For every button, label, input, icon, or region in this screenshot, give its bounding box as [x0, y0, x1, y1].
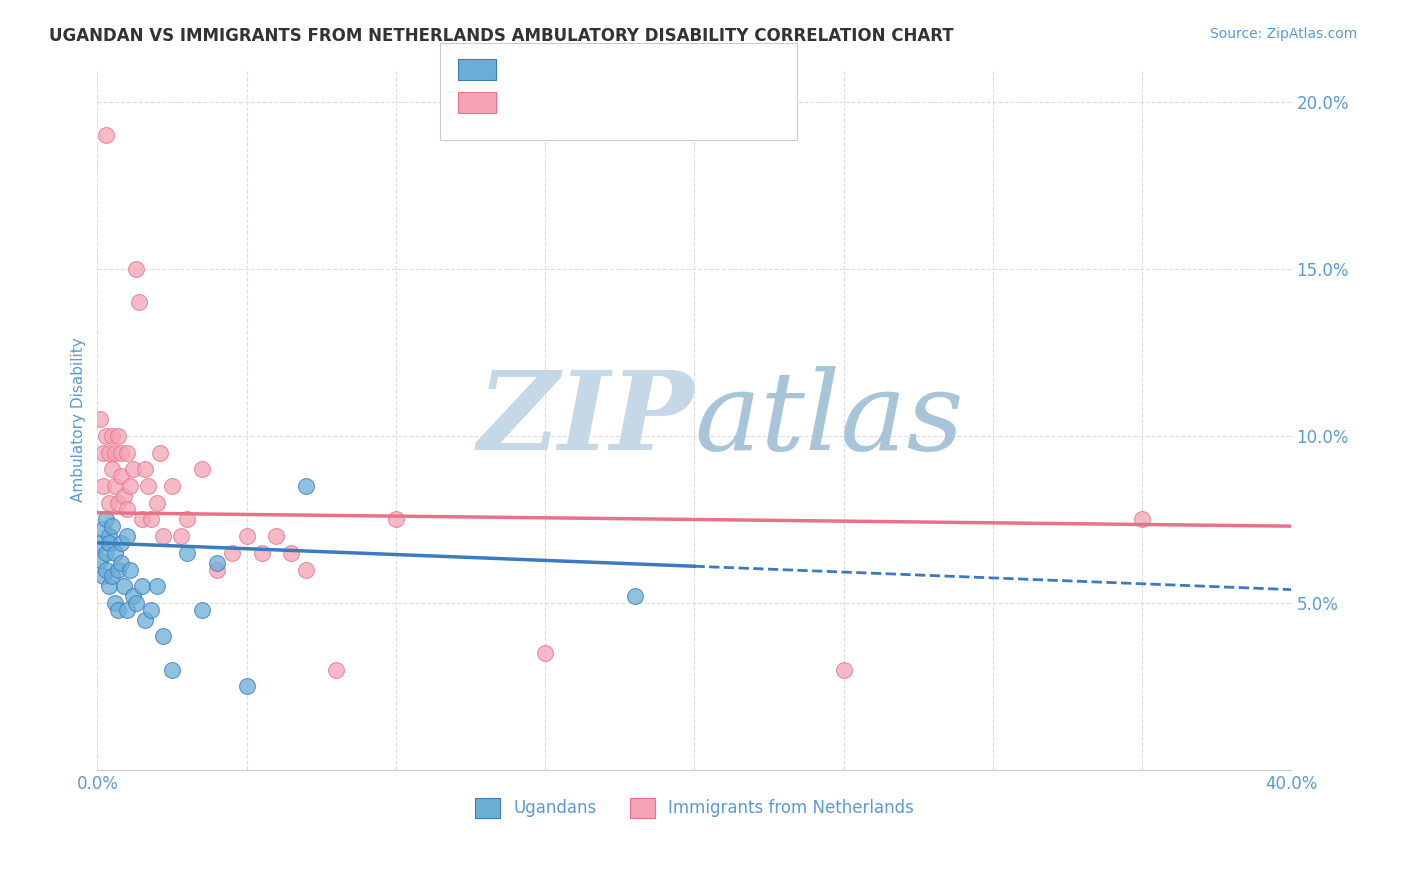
Point	[89, 552, 111, 566]
Point	[101, 519, 124, 533]
Point	[136, 479, 159, 493]
Point	[120, 479, 142, 493]
Text: Source: ZipAtlas.com: Source: ZipAtlas.com	[1209, 27, 1357, 41]
Point	[534, 646, 557, 660]
Text: R =  -0.011   N = 45: R = -0.011 N = 45	[506, 94, 675, 112]
Point	[325, 663, 347, 677]
Point	[104, 479, 127, 493]
Point	[115, 529, 138, 543]
Point	[280, 546, 302, 560]
Point	[89, 412, 111, 426]
Point	[96, 429, 118, 443]
Point	[149, 445, 172, 459]
Point	[139, 602, 162, 616]
Point	[98, 529, 121, 543]
Point	[191, 602, 214, 616]
Point	[107, 602, 129, 616]
Point	[152, 529, 174, 543]
Point	[96, 546, 118, 560]
Point	[98, 579, 121, 593]
Point	[146, 496, 169, 510]
Point	[120, 563, 142, 577]
Point	[96, 563, 118, 577]
Point	[107, 563, 129, 577]
Point	[623, 589, 645, 603]
Point	[110, 469, 132, 483]
Point	[205, 556, 228, 570]
Point	[146, 579, 169, 593]
Point	[104, 546, 127, 560]
Point	[385, 512, 408, 526]
Point	[134, 462, 156, 476]
Point	[98, 536, 121, 550]
Legend: Ugandans, Immigrants from Netherlands: Ugandans, Immigrants from Netherlands	[468, 791, 921, 825]
Point	[89, 536, 111, 550]
Point	[125, 596, 148, 610]
Point	[131, 579, 153, 593]
Point	[139, 512, 162, 526]
Point	[221, 546, 243, 560]
Point	[128, 295, 150, 310]
Point	[104, 596, 127, 610]
Point	[122, 589, 145, 603]
Point	[91, 523, 114, 537]
Point	[98, 496, 121, 510]
Point	[176, 546, 198, 560]
Point	[125, 262, 148, 277]
Point	[96, 512, 118, 526]
Point	[112, 579, 135, 593]
Point	[152, 629, 174, 643]
Point	[110, 445, 132, 459]
Point	[191, 462, 214, 476]
Point	[91, 479, 114, 493]
Point	[110, 556, 132, 570]
Point	[107, 429, 129, 443]
Text: R =  -0.026   N = 36: R = -0.026 N = 36	[506, 61, 675, 78]
Point	[295, 479, 318, 493]
Point	[101, 462, 124, 476]
Point	[235, 680, 257, 694]
Point	[101, 569, 124, 583]
Point	[295, 563, 318, 577]
Text: ZIP: ZIP	[478, 366, 695, 473]
Point	[104, 445, 127, 459]
Point	[91, 445, 114, 459]
Point	[122, 462, 145, 476]
Point	[1130, 512, 1153, 526]
Point	[176, 512, 198, 526]
Point	[112, 489, 135, 503]
Point	[91, 569, 114, 583]
Point	[235, 529, 257, 543]
Text: atlas: atlas	[695, 366, 965, 473]
Point	[170, 529, 193, 543]
Y-axis label: Ambulatory Disability: Ambulatory Disability	[72, 337, 86, 501]
Point	[832, 663, 855, 677]
Point	[266, 529, 288, 543]
Text: UGANDAN VS IMMIGRANTS FROM NETHERLANDS AMBULATORY DISABILITY CORRELATION CHART: UGANDAN VS IMMIGRANTS FROM NETHERLANDS A…	[49, 27, 953, 45]
Point	[115, 602, 138, 616]
Point	[160, 663, 183, 677]
Point	[101, 429, 124, 443]
Point	[110, 536, 132, 550]
Point	[115, 502, 138, 516]
Point	[115, 445, 138, 459]
Point	[160, 479, 183, 493]
Point	[98, 445, 121, 459]
Point	[205, 563, 228, 577]
Point	[96, 128, 118, 143]
Point	[250, 546, 273, 560]
Point	[134, 613, 156, 627]
Point	[107, 496, 129, 510]
Point	[131, 512, 153, 526]
